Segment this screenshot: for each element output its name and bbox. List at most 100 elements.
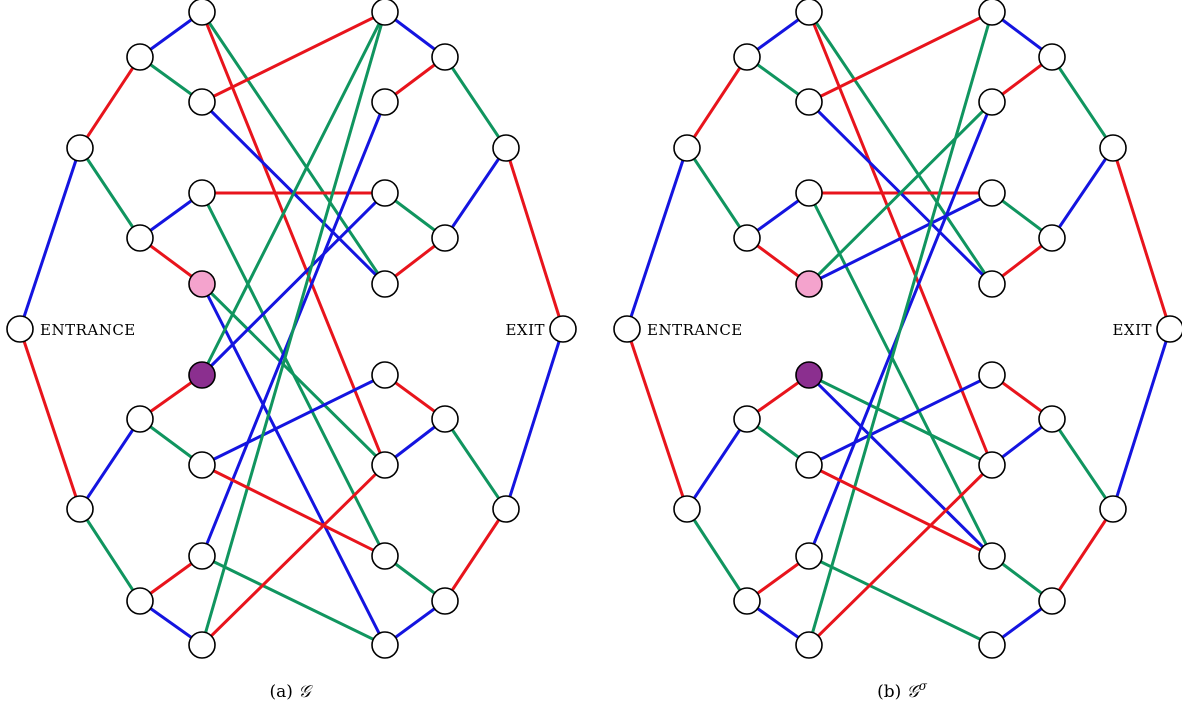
right-leaf-node: [978, 361, 1006, 389]
edge-middle: [807, 191, 994, 558]
left-leaf-node: [188, 631, 216, 659]
edge-middle: [200, 463, 387, 558]
right-leaf-node: [371, 270, 399, 298]
right-tree-node: [1099, 495, 1127, 523]
edge-middle: [200, 10, 387, 286]
edge-middle: [807, 463, 994, 558]
left-leaf-node: [188, 542, 216, 570]
right-leaf-node: [978, 0, 1006, 26]
edge-left-d1: [685, 146, 749, 240]
edge-middle: [807, 373, 994, 558]
nodes-layer: [613, 0, 1182, 659]
edge-middle: [200, 10, 387, 104]
right-tree-node: [1099, 134, 1127, 162]
panel-caption: (a) 𝒢: [270, 682, 314, 702]
right-leaf-node: [978, 88, 1006, 116]
entrance-node: [613, 315, 641, 343]
left-leaf-node: [188, 0, 216, 26]
left-tree-node: [66, 495, 94, 523]
edge-right-d1: [443, 507, 508, 603]
caption-superscript: σ: [919, 679, 928, 693]
caption-graph-symbol: 𝒢: [298, 682, 313, 702]
edge-middle: [807, 100, 994, 286]
caption-graph-symbol: 𝒢: [907, 682, 922, 702]
left-tree-node: [66, 134, 94, 162]
edge-entrance-bottom: [18, 327, 82, 511]
edge-left-d1: [685, 507, 749, 603]
edge-middle: [200, 282, 387, 467]
caption-prefix: (a): [270, 682, 299, 702]
edge-left-d1: [78, 146, 142, 240]
right-leaf-node: [978, 270, 1006, 298]
exit-label: EXIT: [1112, 321, 1152, 339]
edge-middle: [200, 191, 387, 377]
left-tree-node: [126, 587, 154, 615]
edge-middle: [807, 10, 994, 647]
left-leaf-node: [795, 542, 823, 570]
edge-left-d1: [685, 417, 749, 511]
right-leaf-node: [978, 631, 1006, 659]
left-leaf-node: [795, 631, 823, 659]
exit-label: EXIT: [505, 321, 545, 339]
left-tree-node: [126, 224, 154, 252]
right-tree-node: [1038, 224, 1066, 252]
edge-entrance-top: [18, 146, 82, 331]
edge-right-d1: [443, 146, 508, 240]
entrance-node: [6, 315, 34, 343]
exit-node: [549, 315, 577, 343]
edge-middle: [200, 10, 387, 647]
right-leaf-node: [371, 0, 399, 26]
right-leaf-node: [978, 179, 1006, 207]
panel-b-graph: ENTRANCE EXIT (b) 𝒢σ: [613, 0, 1182, 702]
right-tree-node: [1038, 405, 1066, 433]
edge-right-d1: [443, 55, 508, 150]
right-tree-node: [1038, 587, 1066, 615]
edge-exit-top: [504, 146, 565, 331]
edge-middle: [807, 191, 994, 286]
right-tree-node: [431, 405, 459, 433]
right-tree-node: [1038, 43, 1066, 71]
edge-middle: [807, 373, 994, 467]
edge-left-d1: [685, 55, 749, 150]
panel-a-graph: ENTRANCE EXIT (a) 𝒢: [6, 0, 577, 702]
right-leaf-node: [978, 451, 1006, 479]
edge-middle: [200, 554, 387, 647]
edge-middle: [200, 10, 387, 377]
right-leaf-node: [371, 451, 399, 479]
left-leaf-node: [795, 451, 823, 479]
entrance-label: ENTRANCE: [647, 321, 743, 339]
edge-middle: [807, 10, 994, 104]
left-tree-node: [673, 495, 701, 523]
edge-middle: [200, 10, 387, 467]
right-leaf-node: [371, 631, 399, 659]
edge-entrance-top: [625, 146, 689, 331]
nodes-layer: [6, 0, 577, 659]
edge-middle: [807, 554, 994, 647]
right-tree-node: [492, 495, 520, 523]
right-tree-node: [492, 134, 520, 162]
entrance-label: ENTRANCE: [40, 321, 136, 339]
edge-right-d1: [1050, 55, 1115, 150]
left-tree-node: [733, 405, 761, 433]
right-tree-node: [431, 224, 459, 252]
highlight-purple-node: [795, 361, 823, 389]
right-leaf-node: [371, 361, 399, 389]
edge-middle: [807, 10, 994, 286]
left-leaf-node: [795, 88, 823, 116]
left-tree-node: [673, 134, 701, 162]
right-tree-node: [431, 587, 459, 615]
left-leaf-node: [795, 179, 823, 207]
left-tree-node: [733, 224, 761, 252]
edge-left-d1: [78, 507, 142, 603]
left-tree-node: [733, 43, 761, 71]
edge-middle: [200, 373, 387, 467]
right-leaf-node: [371, 542, 399, 570]
left-leaf-node: [188, 451, 216, 479]
left-tree-node: [126, 405, 154, 433]
edge-entrance-bottom: [625, 327, 689, 511]
left-leaf-node: [188, 88, 216, 116]
highlight-purple-node: [188, 361, 216, 389]
right-leaf-node: [371, 179, 399, 207]
edge-middle: [807, 463, 994, 647]
edge-right-d1: [1050, 146, 1115, 240]
